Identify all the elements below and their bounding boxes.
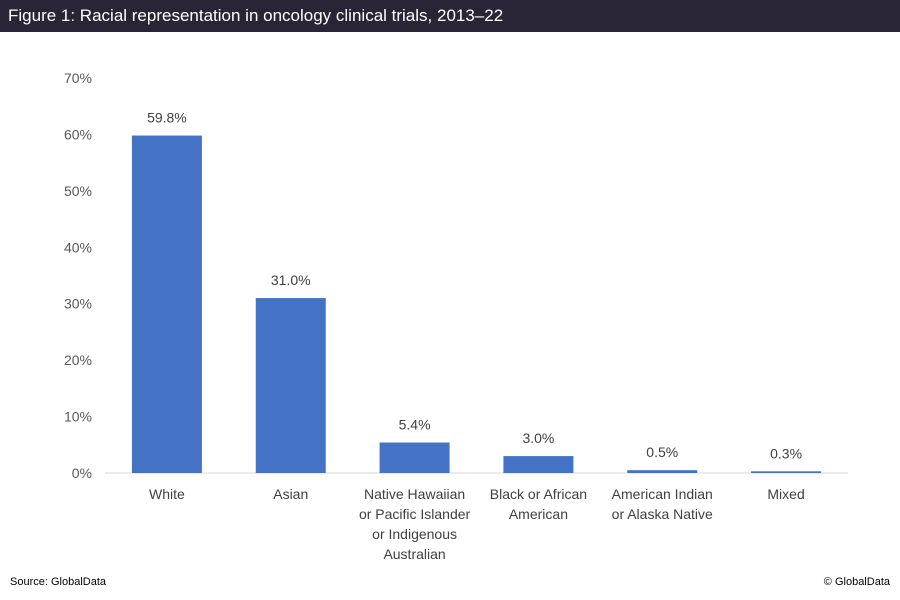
y-tick-label: 50% (64, 183, 92, 199)
bar (379, 442, 450, 473)
data-label: 5.4% (399, 417, 431, 433)
x-tick-label-line: American (509, 506, 568, 522)
x-tick-label: American Indian or Alaska Native (612, 486, 713, 522)
x-tick-label: White (149, 486, 185, 502)
y-tick-label: 10% (64, 409, 92, 425)
figure-title: Figure 1: Racial representation in oncol… (0, 0, 900, 32)
y-tick-label: 70% (64, 70, 92, 86)
data-label: 3.0% (522, 430, 554, 446)
x-tick-label: Asian (273, 486, 308, 502)
x-tick-label-line: or Pacific Islander (359, 506, 471, 522)
bar (751, 471, 822, 473)
y-tick-label: 30% (64, 296, 92, 312)
y-tick-label: 60% (64, 126, 92, 142)
x-tick-label-line: Mixed (767, 486, 804, 502)
x-tick-label: Black or African American (490, 486, 587, 522)
x-tick-label-line: Asian (273, 486, 308, 502)
x-tick-label-line: Native Hawaiian (364, 486, 465, 502)
source-note: Source: GlobalData (10, 576, 106, 588)
bar (503, 456, 574, 473)
x-tick-label-line: or Indigenous (372, 526, 457, 542)
x-tick-label-line: Australian (383, 546, 445, 562)
data-label: 59.8% (147, 110, 187, 126)
x-tick-label-line: Black or African (490, 486, 587, 502)
x-tick-label-line: or Alaska Native (612, 506, 713, 522)
bar (131, 135, 202, 474)
y-tick-label: 0% (72, 465, 92, 481)
data-label: 0.3% (770, 445, 802, 461)
data-label: 0.5% (646, 444, 678, 460)
x-tick-label-line: White (149, 486, 185, 502)
x-tick-label-line: American Indian (612, 486, 713, 502)
x-tick-label: Native Hawaiian or Pacific Islander or Ind… (359, 486, 471, 562)
bar (627, 470, 698, 473)
x-tick-label: Mixed (767, 486, 804, 502)
bar (255, 298, 326, 473)
y-tick-label: 40% (64, 239, 92, 255)
copyright-note: © GlobalData (823, 576, 890, 588)
y-tick-label: 20% (64, 352, 92, 368)
data-label: 31.0% (271, 272, 311, 288)
